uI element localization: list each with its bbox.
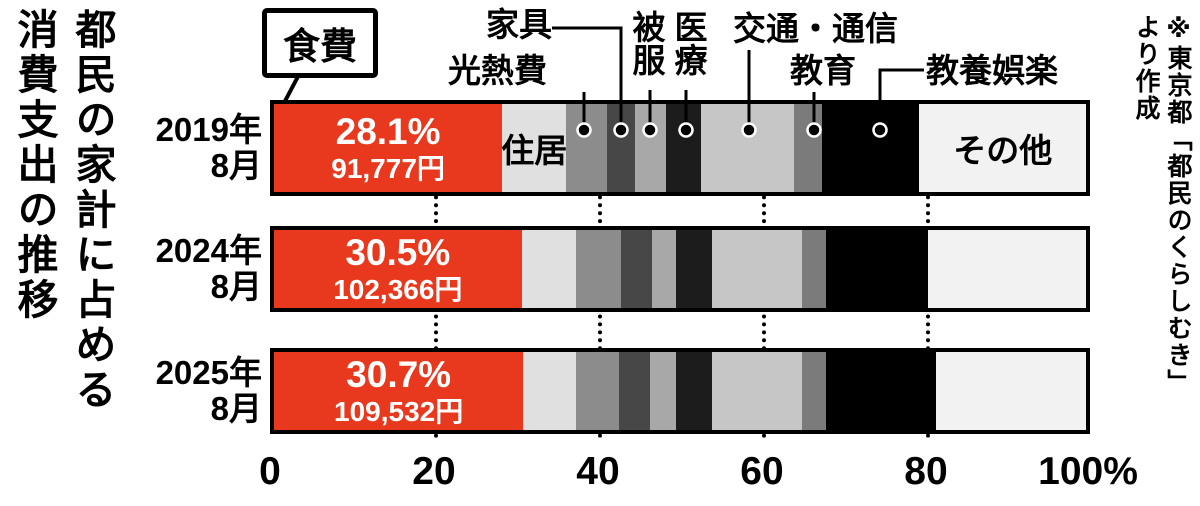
callout-label-entertainment: 教養娯楽 [926,52,1058,89]
bar-row-3: 2025年 8月 30.7% 109,532円 [0,348,1200,434]
segment-教養娯楽 [826,352,936,430]
housing-inline-label: 住居 [501,132,568,169]
segment-被服 [635,104,667,192]
callout-label-transport: 交通・通信 [733,10,898,47]
callout-label-clothing: 被服 [627,10,665,76]
food-share-value: 30.7% [346,353,452,395]
period-label: 2025年 8月 [118,348,262,434]
chart-title-line2: 消費支出の推移 [11,8,57,323]
segment-食費: 30.7% 109,532円 [274,352,524,430]
source-note-line1: ※東京都「都民のくらしむき」 [1164,14,1192,396]
axis-tick-60: 60 [740,450,784,493]
segment-教育 [801,230,827,308]
segment-被服 [649,352,676,430]
segment-医療 [675,230,713,308]
segment-その他 [935,352,1086,430]
other-inline-label: その他 [953,132,1053,169]
callout-label-education: 教育 [790,52,856,89]
period-year: 2024年 [155,231,262,269]
stacked-bar: 28.1% 91,777円 住居 その他 [270,100,1090,196]
segment-被服 [651,230,676,308]
segment-家具 [606,104,636,192]
period-month: 8月 [210,390,262,427]
callout-label-medical: 医療 [669,10,707,76]
period-label: 2024年 8月 [118,226,262,312]
segment-医療 [666,104,702,192]
axis-tick-40: 40 [576,450,620,493]
segment-住居 [521,230,577,308]
segment-食費: 30.5% 102,366円 [274,230,522,308]
food-share-value: 28.1% [335,110,441,152]
callout-label-furniture: 家具 [486,6,552,43]
segment-交通・通信 [712,352,802,430]
axis-tick-0: 0 [259,450,281,493]
segment-教育 [794,104,823,192]
period-year: 2025年 [155,353,262,391]
segment-教育 [801,352,827,430]
axis-tick-20: 20 [412,450,456,493]
segment-教養娯楽 [826,230,928,308]
food-amount-value: 102,366円 [333,274,463,306]
segment-家具 [620,230,652,308]
stacked-bar: 30.5% 102,366円 [270,226,1090,312]
segment-交通・通信 [712,230,802,308]
food-share-value: 30.5% [345,231,451,273]
food-amount-value: 109,532円 [334,396,464,428]
segment-交通・通信 [701,104,795,192]
bar-row-2: 2024年 8月 30.5% 102,366円 [0,226,1200,312]
period-month: 8月 [210,147,262,184]
period-month: 8月 [210,268,262,305]
segment-医療 [675,352,713,430]
segment-家具 [619,352,650,430]
source-note-line2: より作成 [1132,14,1160,122]
segment-その他 [927,230,1086,308]
segment-住居: 住居 [501,104,568,192]
food-legend-box: 食費 [262,8,378,78]
stacked-bar: 30.7% 109,532円 [270,348,1090,434]
segment-食費: 28.1% 91,777円 [274,104,503,192]
segment-光熱費 [576,230,621,308]
segment-教養娯楽 [822,104,920,192]
segment-住居 [523,352,577,430]
callout-label-utilities: 光熱費 [448,52,547,89]
axis-tick-80: 80 [904,450,948,493]
axis-tick-100: 100% [1038,450,1138,493]
period-label: 2019年 8月 [118,100,262,196]
food-amount-value: 91,777円 [331,153,445,185]
bar-row-1: 2019年 8月 28.1% 91,777円 住居 その他 [0,100,1200,196]
chart-title-line1: 都民の家計に占める [69,8,115,413]
segment-光熱費 [566,104,607,192]
segment-光熱費 [576,352,620,430]
period-year: 2019年 [155,110,262,148]
segment-その他: その他 [919,104,1086,192]
